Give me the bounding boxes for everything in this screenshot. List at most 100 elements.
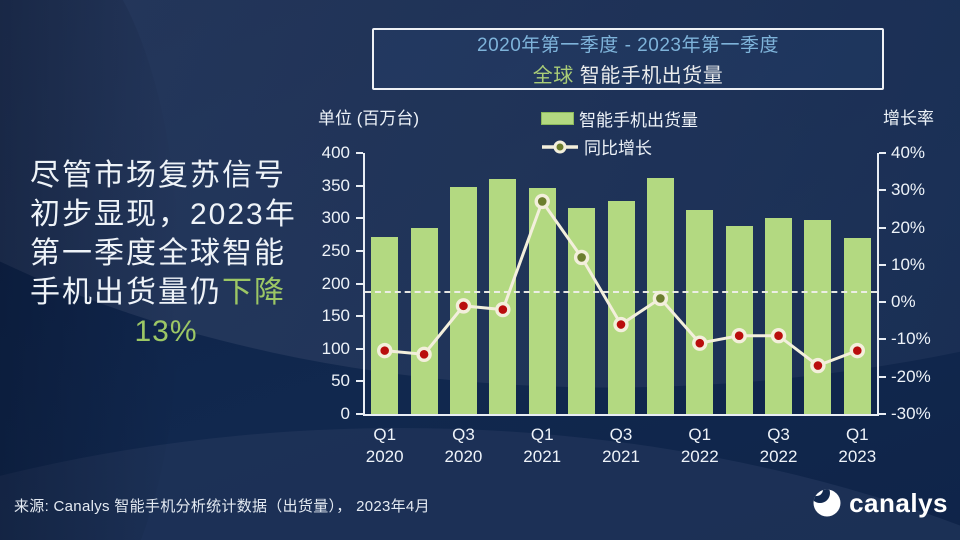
bar-Q2 2022 <box>725 226 753 414</box>
growth-marker-Q3 2022 <box>770 327 787 344</box>
x-label-quarter: Q1 <box>373 425 397 444</box>
source-note: 来源: Canalys 智能手机分析统计数据（出货量）， 2023年4月 <box>14 498 430 515</box>
bar-Q1 2022 <box>686 210 714 414</box>
x-label-year: 2023 <box>838 447 877 466</box>
canalys-logo-text: canalys <box>849 487 948 518</box>
y-axis-right-tick-label: 0% <box>891 292 916 312</box>
headline-line: 尽管市场复苏信号 <box>30 159 286 192</box>
growth-line-chart <box>376 193 866 374</box>
y-axis-left-tick <box>356 413 363 415</box>
y-axis-left-tick-label: 300 <box>321 208 350 228</box>
x-label-year: 2022 <box>759 447 798 466</box>
legend-label-shipments: 智能手机出货量 <box>579 111 698 130</box>
growth-marker-Q4 2020 <box>495 301 511 318</box>
bar-Q2 2020 <box>410 228 438 414</box>
growth-line <box>384 198 858 368</box>
headline-percentage: 13% <box>134 315 198 348</box>
y-axis-right-tick <box>879 338 886 341</box>
x-label-quarter: Q3 <box>609 425 633 444</box>
y-axis-left-tick-label: 100 <box>321 338 350 358</box>
title-subject: 智能手机出货量 <box>579 65 724 87</box>
bar-Q4 2020 <box>489 179 517 414</box>
y-axis-right-tick <box>879 152 886 154</box>
headline: 尽管市场复苏信号 初步显现，2023年 第一季度全球智能 手机出货量仍下降 13… <box>30 156 302 351</box>
y-axis-left-line <box>363 153 365 416</box>
y-axis-right-tick-label: -10% <box>891 329 931 349</box>
y-axis-left-tick <box>356 217 363 220</box>
growth-marker-Q1 2022 <box>692 335 708 351</box>
title-scope: 全球 <box>532 65 574 87</box>
y-axis-left-tick-label: 250 <box>321 240 350 260</box>
x-label-year: 2021 <box>602 447 640 466</box>
line-series-marker-icon <box>542 140 578 153</box>
y-axis-left-tick <box>356 380 363 383</box>
bar-Q1 2023 <box>843 237 871 414</box>
chart-title-box: 2020年第一季度 - 2023年第一季度 全球 智能手机出货量 <box>372 28 884 90</box>
x-axis-tick-label: Q1 2022 <box>664 424 736 468</box>
legend-item-growth: 同比增长 <box>541 134 698 159</box>
y-axis-right-tick-label: -20% <box>891 366 931 386</box>
y-axis-right-line <box>877 153 879 416</box>
y-axis-right-tick-label: 30% <box>891 180 926 200</box>
y-axis-left-tick <box>356 249 363 252</box>
y-axis-left-tick-label: 400 <box>321 143 350 162</box>
x-label-year: 2020 <box>444 447 483 466</box>
x-axis-tick-label: Q1 2023 <box>821 424 893 468</box>
headline-line: 第一季度全球智能 <box>30 237 286 270</box>
y-axis-right-tick-label: -30% <box>891 404 931 423</box>
bar-series-swatch <box>541 112 574 125</box>
growth-marker-Q1 2021 <box>534 193 550 210</box>
x-label-year: 2021 <box>523 447 562 466</box>
plot-area <box>365 153 877 414</box>
y-axis-right-tick <box>879 189 886 192</box>
y-axis-right-tick <box>879 301 886 304</box>
canalys-logo: canalys <box>811 487 948 519</box>
y-axis-left-tick <box>356 315 363 318</box>
x-label-quarter: Q1 <box>530 425 554 444</box>
x-label-year: 2020 <box>365 447 404 466</box>
growth-marker-Q3 2020 <box>455 298 472 314</box>
legend-label-growth: 同比增长 <box>584 139 652 158</box>
y-axis-right-tick-label: 10% <box>891 254 926 274</box>
growth-marker-Q2 2022 <box>731 327 747 344</box>
title-main: 全球 智能手机出货量 <box>533 59 724 88</box>
x-label-quarter: Q1 <box>688 425 712 444</box>
growth-marker-Q4 2022 <box>810 357 826 374</box>
x-label-quarter: Q3 <box>452 425 475 444</box>
x-axis-tick-label: Q3 2022 <box>743 424 815 468</box>
y-axis-right-tick <box>879 226 886 229</box>
canalys-logo-icon <box>813 489 841 517</box>
left-axis-caption: 单位 (百万台) <box>318 109 420 128</box>
x-label-quarter: Q1 <box>845 425 869 444</box>
x-label-year: 2022 <box>680 447 719 466</box>
y-axis-left-tick-label: 0 <box>340 404 350 423</box>
y-axis-right-tick <box>879 413 886 415</box>
legend: 智能手机出货量 同比增长 <box>541 106 698 159</box>
y-axis-left-tick-label: 350 <box>321 175 350 195</box>
y-axis-left-tick <box>356 282 363 285</box>
bar-Q3 2022 <box>765 218 793 414</box>
headline-line: 初步显现，2023年 <box>30 198 297 231</box>
y-axis-left-tick-label: 200 <box>321 273 350 293</box>
y-axis-left-tick <box>356 152 363 154</box>
x-axis-tick-label: Q3 2020 <box>427 424 499 468</box>
right-axis-caption: 增长率 <box>883 109 934 128</box>
headline-line4-prefix: 手机出货量仍 <box>30 276 222 309</box>
y-axis-left-tick-label: 50 <box>331 371 350 391</box>
y-axis-left-tick-label: 150 <box>321 306 350 326</box>
bar-Q1 2020 <box>371 236 399 414</box>
y-axis-right-tick <box>879 375 886 378</box>
growth-marker-Q1 2020 <box>376 342 393 359</box>
y-axis-left-tick <box>356 184 363 187</box>
headline-line: 手机出货量仍下降 <box>30 273 302 312</box>
legend-item-shipments: 智能手机出货量 <box>541 106 698 131</box>
x-axis-tick-label: Q1 2021 <box>506 424 578 468</box>
y-axis-right-tick-label: 20% <box>891 217 926 237</box>
x-axis-tick-label: Q1 2020 <box>349 424 421 468</box>
headline-line4-highlight: 下降 <box>222 276 286 309</box>
x-label-quarter: Q3 <box>767 425 790 444</box>
zero-growth-dashed-line <box>365 291 877 294</box>
y-axis-right-tick-label: 40% <box>891 143 926 162</box>
growth-marker-Q3 2021 <box>613 316 629 333</box>
